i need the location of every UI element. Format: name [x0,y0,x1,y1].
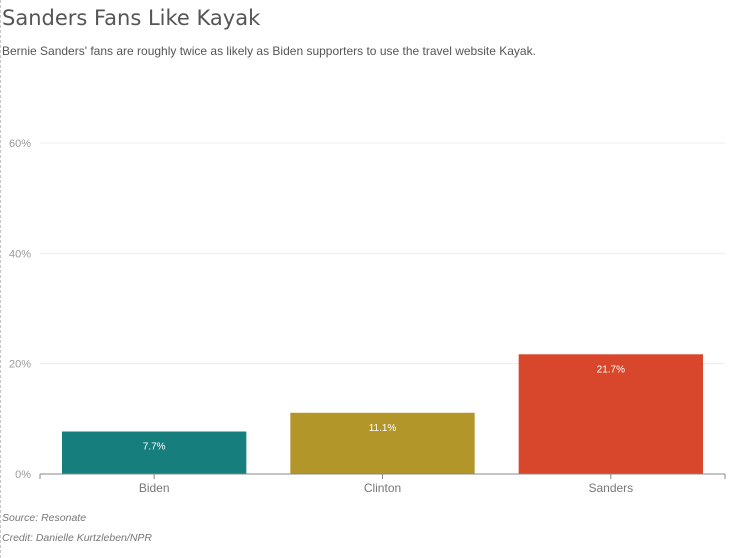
value-label-clinton: 11.1% [369,423,397,434]
y-tick-label-60: 60% [9,138,31,150]
category-label-biden: Biden [139,481,170,495]
y-tick-label-20: 20% [9,359,31,371]
y-tick-label-40: 40% [9,248,31,260]
credit-note: Credit: Danielle Kurtzleben/NPR [2,532,152,544]
gridlines: 0% 20% 40% 60% [9,138,725,481]
source-note: Source: Resonate [2,512,87,524]
chart-title: Sanders Fans Like Kayak [2,6,261,30]
left-frame-border [0,0,1,558]
chart-subtitle: Bernie Sanders' fans are roughly twice a… [2,44,536,58]
x-axis-ticks: Biden Clinton Sanders [39,474,726,495]
category-label-sanders: Sanders [588,481,633,495]
category-label-clinton: Clinton [364,481,401,495]
bar-clinton [290,412,475,474]
bar-chart: 0% 20% 40% 60% 7.7% 11.1% 21.7% Biden Clinton S… [9,138,726,495]
bar-biden [62,431,247,474]
value-label-sanders: 21.7% [597,364,625,375]
value-label-biden: 7.7% [143,442,166,453]
bars: 7.7% 11.1% 21.7% [62,354,703,474]
bar-sanders [518,354,703,474]
y-tick-label-0: 0% [15,469,31,481]
